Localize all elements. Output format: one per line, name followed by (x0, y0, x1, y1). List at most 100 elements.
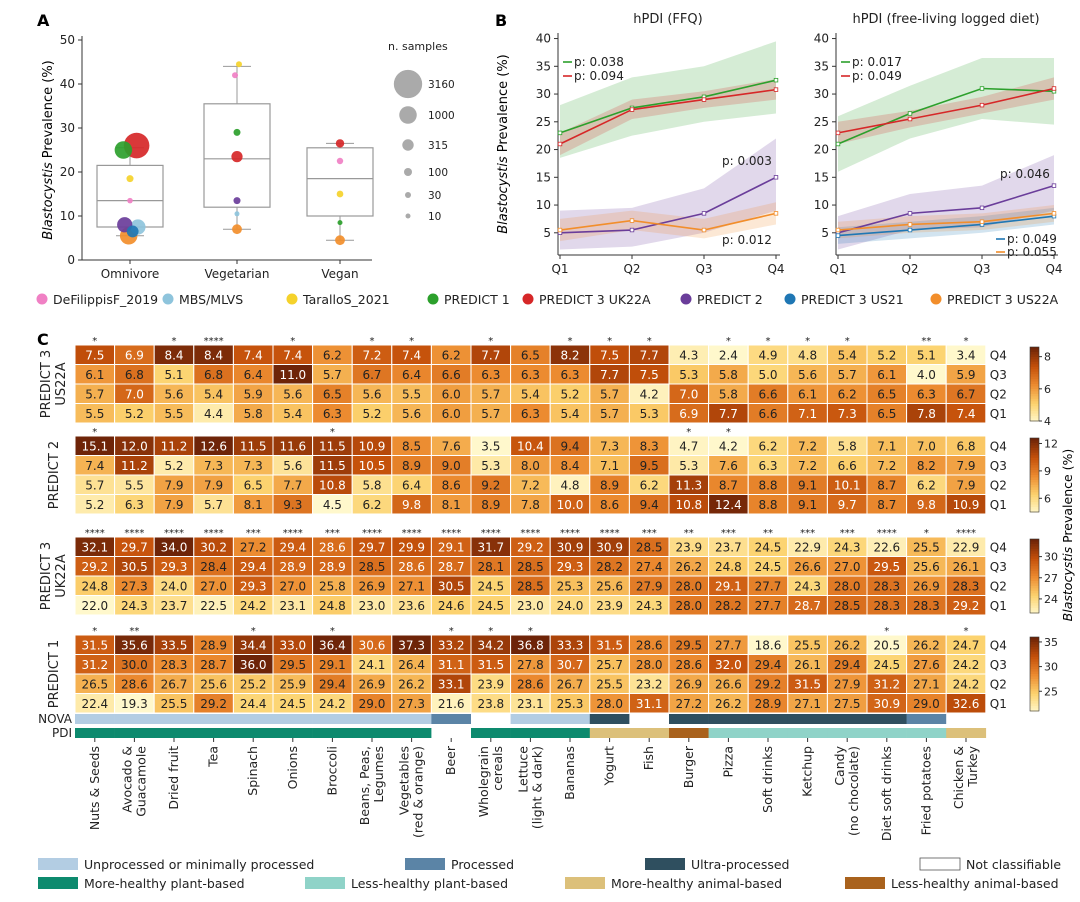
colorbar-step (1030, 457, 1039, 461)
cell-value: 7.9 (164, 498, 183, 512)
cell-value: 29.2 (517, 540, 544, 554)
significance-stars: * (726, 336, 731, 347)
cell-value: 6.3 (481, 368, 500, 382)
pdi-strip-cell (114, 728, 155, 738)
y-tick-label: 30 (536, 87, 551, 101)
colorbar-step (1030, 608, 1039, 612)
size-legend-label: 315 (428, 140, 448, 152)
pdi-strip-cell (75, 728, 115, 738)
size-legend-circle (393, 69, 423, 99)
quartile-label: Q4 (990, 439, 1007, 453)
significance-stars: **** (164, 528, 184, 539)
cell-value: 34.4 (240, 638, 267, 652)
food-label: Bananas (562, 746, 577, 800)
nova-strip-cell (510, 714, 551, 724)
cell-value: 31.1 (438, 658, 465, 672)
food-label: Legumes (371, 746, 386, 803)
cell-value: 36.0 (240, 658, 267, 672)
series-point (773, 87, 779, 92)
cell-value: 23.9 (596, 599, 623, 613)
cell-value: 29.4 (279, 540, 306, 554)
colorbar-step (1030, 376, 1039, 380)
significance-stars: * (330, 427, 335, 438)
colorbar-tick-label: 30 (1044, 551, 1058, 564)
nova-strip-cell (748, 714, 789, 724)
cell-value: 5.5 (125, 478, 144, 492)
nova-strip-cell (193, 714, 234, 724)
colorbar-frame (1029, 346, 1040, 422)
cell-value: 5.3 (679, 368, 698, 382)
colorbar-step (1030, 445, 1039, 449)
food-label: (red & orange) (411, 746, 426, 838)
series-point (557, 227, 563, 233)
cell-value: 7.8 (521, 498, 540, 512)
bubble-point (336, 190, 344, 198)
colorbar-step (1030, 401, 1039, 405)
colorbar-step (1030, 418, 1039, 422)
colorbar-step (1030, 379, 1039, 383)
nova-strip-cell (114, 714, 155, 724)
cell-value: 5.2 (125, 407, 144, 421)
cell-value: 7.3 (204, 459, 223, 473)
significance-stars: * (528, 626, 533, 637)
pdi-strip-cell (431, 728, 472, 738)
significance-stars: ** (763, 528, 773, 539)
colorbar-step (1030, 561, 1039, 565)
cell-value: 7.4 (244, 348, 263, 362)
y-tick-label: 40 (536, 32, 551, 46)
x-tick-label: Q4 (1045, 262, 1062, 276)
pdi-strip-cell (471, 728, 511, 738)
cell-value: 24.8 (715, 560, 742, 574)
quartile-label: Q3 (990, 459, 1007, 473)
colorbar-tick-label: 4 (1044, 415, 1051, 428)
cell-value: 5.8 (838, 439, 857, 453)
cell-value: 28.5 (834, 599, 861, 613)
significance-stars: * (884, 626, 889, 637)
cell-value: 28.6 (319, 540, 346, 554)
category-label: More-healthy plant-based (84, 876, 245, 891)
size-legend-label: 3160 (428, 79, 455, 91)
panel-letter-c: C (37, 330, 49, 349)
colorbar-title-italic: Blastocystis (1060, 546, 1075, 621)
cell-value: 6.3 (521, 407, 540, 421)
p-value-annotation: p: 0.017 (852, 55, 902, 69)
food-label: Broccoli (324, 746, 339, 795)
pdi-strip-cell (312, 728, 353, 738)
food-label: Nuts & Seeds (87, 746, 102, 830)
p-value-annotation: p: 0.012 (722, 233, 772, 247)
colorbar-step (1030, 494, 1039, 498)
colorbar-step (1030, 583, 1039, 587)
colorbar-step (1030, 603, 1039, 607)
cell-value: 8.9 (402, 459, 421, 473)
cell-value: 7.3 (600, 439, 619, 453)
cell-value: 4.8 (560, 478, 579, 492)
heatmap-cell (945, 595, 987, 616)
colorbar-step (1030, 499, 1039, 503)
colorbar-tick-label: 30 (1044, 661, 1058, 674)
y-tick-label: 50 (60, 33, 75, 47)
cell-value: 6.5 (244, 478, 263, 492)
legend-marker (784, 293, 796, 305)
cell-value: 24.3 (834, 540, 861, 554)
nova-strip-cell (946, 714, 987, 724)
colorbar-step (1030, 539, 1039, 542)
series-point (1051, 183, 1057, 188)
cell-value: 29.2 (200, 697, 227, 711)
bubble-point (234, 211, 240, 217)
significance-stars: * (766, 336, 771, 347)
series-point (835, 227, 841, 233)
p-value-annotation: p: 0.038 (574, 55, 624, 69)
cell-value: 6.7 (956, 387, 975, 401)
cell-value: 6.8 (956, 439, 975, 453)
pdi-strip-cell (708, 728, 749, 738)
cell-value: 29.2 (81, 560, 108, 574)
cell-value: 30.2 (200, 540, 227, 554)
nova-strip-cell (352, 714, 393, 724)
cell-value: 29.5 (873, 560, 900, 574)
cell-value: 28.9 (279, 560, 306, 574)
series-point (629, 227, 635, 233)
cell-value: 29.2 (953, 599, 980, 613)
x-tick-label: Q2 (623, 262, 640, 276)
cell-value: 7.2 (877, 459, 896, 473)
cell-value: 34.2 (477, 638, 504, 652)
